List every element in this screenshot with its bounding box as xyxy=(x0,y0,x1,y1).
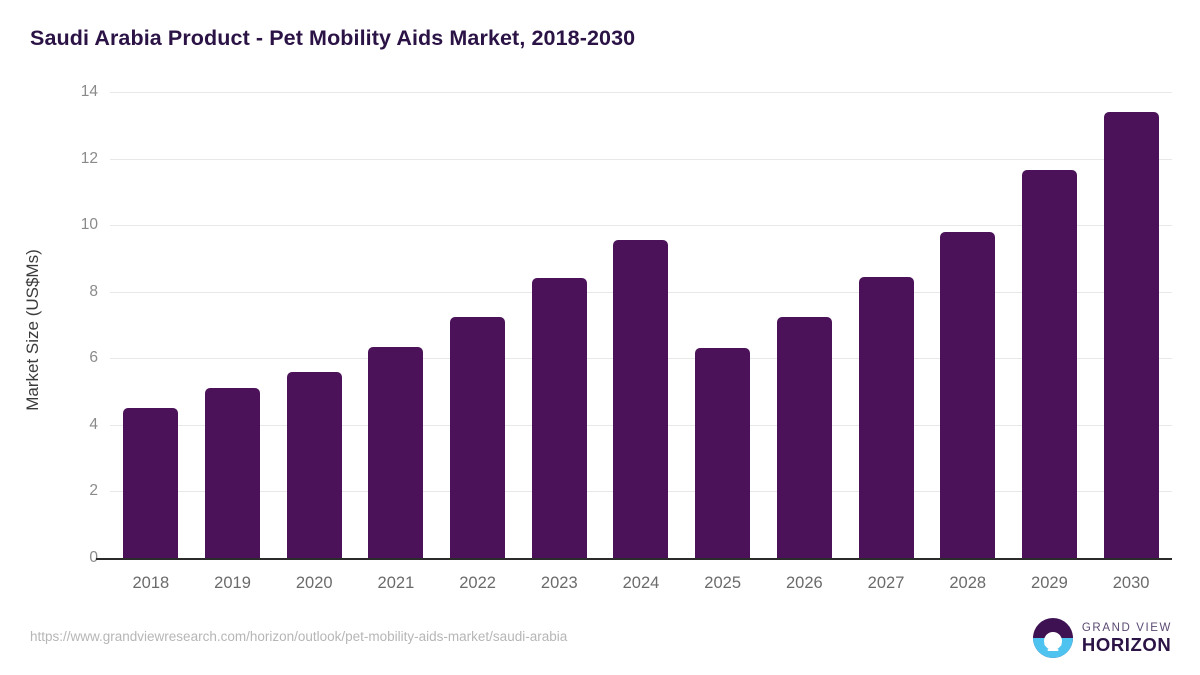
y-tick-label: 2 xyxy=(89,482,98,500)
bar-slot: 2028 xyxy=(927,92,1009,592)
bar[interactable] xyxy=(123,408,179,558)
y-tick-label: 10 xyxy=(80,216,98,234)
x-tick-label: 2025 xyxy=(704,574,742,592)
x-tick-label: 2019 xyxy=(214,574,251,592)
x-tick-label: 2020 xyxy=(295,574,333,592)
bar[interactable] xyxy=(776,316,832,558)
x-axis-line xyxy=(96,558,1172,560)
x-tick-label: 2022 xyxy=(459,574,496,592)
bar[interactable] xyxy=(368,346,424,558)
plot-area: 0 2 4 6 8 10 12 14 2018 2019 2020 2021 2022 2023 2024… xyxy=(81,83,1172,592)
y-tick-label: 14 xyxy=(80,83,98,100)
x-tick-label: 2021 xyxy=(377,574,415,592)
x-tick-label: 2029 xyxy=(1031,574,1068,592)
x-tick-label: 2018 xyxy=(132,574,170,592)
y-tick-label: 0 xyxy=(89,549,98,566)
x-tick-label: 2030 xyxy=(1112,574,1150,592)
bar-slot: 2029 xyxy=(1009,92,1091,592)
logo-wordmark: GRAND VIEW HORIZON xyxy=(1082,622,1172,654)
bar[interactable] xyxy=(695,348,751,558)
x-tick-label: 2027 xyxy=(867,574,905,592)
logo-ray-lower xyxy=(1047,648,1059,652)
gridline xyxy=(110,158,1172,160)
bar-slot: 2030 xyxy=(1090,92,1172,592)
y-axis-title: Market Size (US$Ms) xyxy=(23,249,42,411)
bar[interactable] xyxy=(613,240,669,558)
brand-logo[interactable]: GRAND VIEW HORIZON xyxy=(1032,618,1172,658)
gridline xyxy=(110,225,1172,227)
y-tick-label: 12 xyxy=(80,149,98,167)
bar-slot: 2024 xyxy=(600,92,682,592)
bar-slot: 2026 xyxy=(764,92,846,592)
horizon-sun-circle-icon xyxy=(1032,618,1073,658)
bar[interactable] xyxy=(1021,170,1077,558)
logo-bottom-text: HORIZON xyxy=(1081,633,1172,655)
x-tick-label: 2023 xyxy=(540,574,578,592)
y-tick-label: 8 xyxy=(89,282,98,300)
x-tick-label: 2024 xyxy=(622,574,660,592)
bar-slot: 2020 xyxy=(273,92,355,592)
bar-slot: 2027 xyxy=(845,92,927,592)
bar-slot: 2018 xyxy=(110,92,192,592)
y-tick-label: 4 xyxy=(89,415,98,433)
x-tick-label: 2028 xyxy=(949,574,987,592)
bar[interactable] xyxy=(205,388,261,558)
logo-sun-shape xyxy=(1043,632,1062,651)
bar-series: 2018 2019 2020 2021 2022 2023 2024 2025 2026 2027… xyxy=(110,92,1172,592)
bar[interactable] xyxy=(450,316,506,558)
x-tick-label: 2026 xyxy=(785,574,823,592)
bar[interactable] xyxy=(1103,111,1159,558)
bar[interactable] xyxy=(858,276,914,558)
page-title: Saudi Arabia Product - Pet Mobility Aids… xyxy=(30,26,636,50)
bar-slot: 2023 xyxy=(518,92,600,592)
logo-ray-upper xyxy=(1044,643,1062,646)
logo-top-text: GRAND VIEW xyxy=(1081,621,1172,634)
bar-slot: 2019 xyxy=(192,92,274,592)
bar[interactable] xyxy=(940,231,996,558)
gridline xyxy=(110,92,1172,93)
bar-slot: 2025 xyxy=(682,92,764,592)
bar-slot: 2022 xyxy=(437,92,519,592)
bar[interactable] xyxy=(531,278,587,558)
bar[interactable] xyxy=(286,371,342,558)
y-tick-label: 6 xyxy=(89,349,98,367)
source-url[interactable]: https://www.grandviewresearch.com/horizo… xyxy=(30,629,568,644)
bar-slot: 2021 xyxy=(355,92,437,592)
